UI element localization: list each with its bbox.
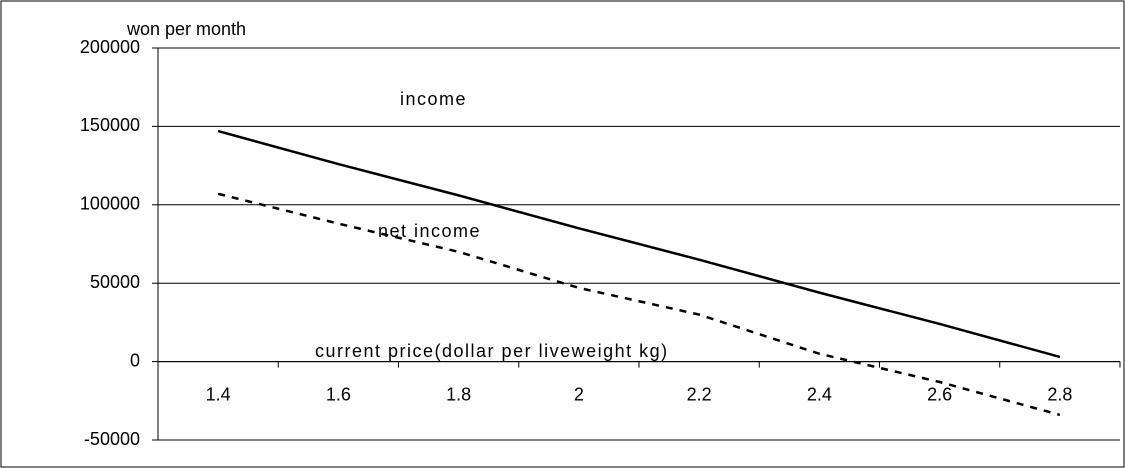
x-tick-label: 2.8 (1047, 384, 1072, 404)
annotation: current price(dollar per liveweight kg) (315, 341, 669, 361)
y-tick-label: 50000 (90, 272, 140, 292)
series-line (217, 129, 1061, 359)
x-tick-label: 1.8 (446, 384, 471, 404)
x-tick-label: 2.6 (927, 384, 952, 404)
series-line (217, 192, 1061, 417)
y-tick-label: 200000 (80, 37, 140, 57)
x-tick-label: 1.4 (206, 384, 231, 404)
annotation: net income (378, 221, 481, 241)
x-tick-label: 2.4 (807, 384, 832, 404)
y-tick-label: 150000 (80, 115, 140, 135)
y-tick-label: -50000 (84, 429, 140, 449)
annotation: income (400, 89, 467, 109)
x-tick-label: 2 (574, 384, 584, 404)
x-tick-label: 2.2 (687, 384, 712, 404)
y-axis-label: won per month (126, 19, 246, 39)
y-tick-label: 100000 (80, 194, 140, 214)
y-tick-label: 0 (130, 350, 140, 370)
x-tick-label: 1.6 (326, 384, 351, 404)
